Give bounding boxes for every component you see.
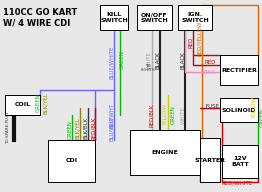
- Text: RED: RED: [188, 36, 194, 48]
- Text: 12V
BATT: 12V BATT: [231, 156, 249, 167]
- Text: RED/BLK: RED/BLK: [150, 103, 155, 127]
- Text: TO SPARK PLUG: TO SPARK PLUG: [6, 112, 10, 144]
- Text: BLUE/WHITE: BLUE/WHITE: [108, 45, 113, 79]
- Text: WHITE: WHITE: [181, 106, 185, 124]
- Text: COIL: COIL: [14, 103, 31, 108]
- Text: ENGINE: ENGINE: [152, 150, 178, 155]
- Text: GREEN: GREEN: [119, 50, 124, 70]
- Text: RED/YELLOW: RED/YELLOW: [198, 20, 203, 56]
- Text: GREEN: GREEN: [68, 121, 73, 139]
- Text: ON/OFF
SWITCH: ON/OFF SWITCH: [141, 12, 168, 23]
- Text: W/ 4 WIRE CDI: W/ 4 WIRE CDI: [3, 18, 70, 27]
- Bar: [200, 138, 220, 182]
- Text: RED: RED: [204, 60, 216, 65]
- Text: RED/WHITE: RED/WHITE: [221, 180, 253, 185]
- Text: WHITE: WHITE: [146, 51, 151, 69]
- Text: FUSE: FUSE: [206, 104, 220, 109]
- Bar: [178, 5, 212, 30]
- Text: 110CC GO KART: 110CC GO KART: [3, 8, 77, 17]
- Text: BLK/BLK: BLK/BLK: [84, 117, 89, 139]
- Text: GREEN: GREEN: [259, 108, 262, 127]
- Bar: [48, 140, 95, 182]
- Text: CDI: CDI: [66, 159, 78, 164]
- Text: STARTER: STARTER: [194, 157, 226, 162]
- Text: BLU/WHT: BLU/WHT: [110, 115, 114, 141]
- Text: TO
LIGHTS: TO LIGHTS: [141, 64, 155, 72]
- Bar: [100, 5, 128, 30]
- Text: BLACK: BLACK: [156, 51, 161, 69]
- Text: YELLOW: YELLOW: [163, 104, 168, 126]
- Text: GREEN: GREEN: [171, 106, 176, 124]
- Text: YELLOW: YELLOW: [253, 97, 258, 119]
- Bar: [222, 145, 258, 178]
- Bar: [137, 5, 172, 30]
- Bar: [220, 55, 258, 85]
- Text: RECTIFIER: RECTIFIER: [221, 68, 257, 73]
- Text: PINK: PINK: [204, 70, 216, 74]
- Bar: [220, 98, 258, 122]
- Text: KILL
SWITCH: KILL SWITCH: [100, 12, 128, 23]
- Bar: [130, 130, 200, 175]
- Text: BLACK: BLACK: [181, 51, 185, 69]
- Text: IGN.
SWITCH: IGN. SWITCH: [181, 12, 209, 23]
- Bar: [5, 95, 40, 115]
- Text: RED/BLK: RED/BLK: [90, 116, 96, 140]
- Text: BLU/WHT: BLU/WHT: [110, 103, 114, 127]
- Text: BLK/YEL: BLK/YEL: [75, 117, 80, 139]
- Text: BLK/YEL: BLK/YEL: [43, 92, 48, 114]
- Text: SOLINOID: SOLINOID: [222, 108, 256, 113]
- Text: GREEN: GREEN: [35, 94, 41, 113]
